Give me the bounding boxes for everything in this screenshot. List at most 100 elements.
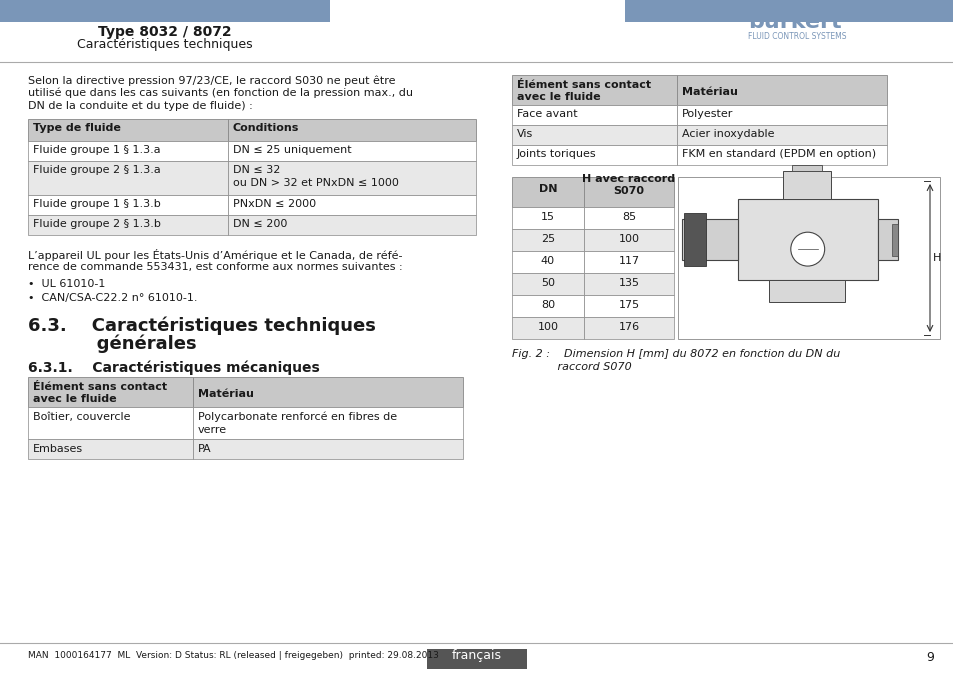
Bar: [583, 317, 673, 339]
Text: 50: 50: [540, 278, 555, 288]
Bar: [28, 161, 228, 195]
Bar: [28, 141, 228, 161]
Bar: [512, 295, 583, 317]
Text: 100: 100: [618, 234, 639, 244]
Bar: [28, 439, 193, 459]
Bar: [512, 207, 583, 229]
Text: Fluide groupe 2 § 1.3.a: Fluide groupe 2 § 1.3.a: [33, 165, 161, 175]
Text: 100: 100: [537, 322, 558, 332]
Text: 9: 9: [925, 651, 933, 664]
Text: H avec raccord
S070: H avec raccord S070: [582, 174, 675, 197]
Text: MAN  1000164177  ML  Version: D Status: RL (released | freigegeben)  printed: 29: MAN 1000164177 ML Version: D Status: RL …: [28, 651, 438, 660]
Text: Matériau: Matériau: [681, 87, 737, 97]
Text: Polyester: Polyester: [681, 109, 733, 119]
Bar: [877, 219, 897, 260]
Circle shape: [790, 232, 823, 266]
Text: •  CAN/CSA-C22.2 n° 61010-1.: • CAN/CSA-C22.2 n° 61010-1.: [28, 293, 197, 303]
Text: DN de la conduite et du type de fluide) :: DN de la conduite et du type de fluide) …: [28, 101, 253, 111]
Text: Fig. 2 :    Dimension H [mm] du 8072 en fonction du DN du: Fig. 2 : Dimension H [mm] du 8072 en fon…: [512, 349, 840, 359]
Bar: [737, 199, 877, 279]
Bar: [668, 5, 688, 10]
Bar: [228, 215, 476, 235]
Text: 15: 15: [540, 212, 555, 222]
Bar: [512, 125, 677, 145]
Text: L’appareil UL pour les États-Unis d’Amérique et le Canada, de réfé-: L’appareil UL pour les États-Unis d’Amér…: [28, 249, 402, 261]
Text: DN ≤ 25 uniquement: DN ≤ 25 uniquement: [233, 145, 352, 155]
Text: bürkert: bürkert: [747, 12, 841, 32]
Bar: [193, 377, 462, 407]
Text: Embases: Embases: [33, 444, 83, 454]
Text: Fluide groupe 1 § 1.3.a: Fluide groupe 1 § 1.3.a: [33, 145, 160, 155]
Text: H: H: [932, 253, 941, 263]
Bar: [512, 251, 583, 273]
Text: Type 8032 / 8072: Type 8032 / 8072: [98, 25, 232, 39]
Bar: [690, 5, 745, 10]
Text: PA: PA: [198, 444, 212, 454]
Text: Acier inoxydable: Acier inoxydable: [681, 129, 774, 139]
Bar: [781, 172, 831, 199]
Bar: [193, 439, 462, 459]
Bar: [193, 407, 462, 439]
Text: DN ≤ 200: DN ≤ 200: [233, 219, 287, 229]
Bar: [28, 407, 193, 439]
Text: 175: 175: [618, 300, 639, 310]
Text: Joints toriques: Joints toriques: [517, 149, 596, 159]
Text: FLUID CONTROL SYSTEMS: FLUID CONTROL SYSTEMS: [747, 32, 845, 41]
Text: Selon la directive pression 97/23/CE, le raccord S030 ne peut être: Selon la directive pression 97/23/CE, le…: [28, 75, 395, 85]
Bar: [228, 161, 476, 195]
Text: raccord S070: raccord S070: [512, 362, 631, 372]
Text: 117: 117: [618, 256, 639, 266]
Text: Face avant: Face avant: [517, 109, 577, 119]
Bar: [512, 75, 677, 105]
Bar: [659, 5, 666, 10]
Bar: [228, 195, 476, 215]
Bar: [512, 105, 677, 125]
Bar: [28, 195, 228, 215]
Bar: [681, 219, 737, 260]
Text: 6.3.1.    Caractéristiques mécaniques: 6.3.1. Caractéristiques mécaniques: [28, 361, 319, 376]
Text: Boîtier, couvercle: Boîtier, couvercle: [33, 412, 131, 422]
Text: 25: 25: [540, 234, 555, 244]
Text: générales: générales: [28, 335, 196, 353]
Bar: [512, 177, 583, 207]
Bar: [512, 317, 583, 339]
Text: Élément sans contact
avec le fluide: Élément sans contact avec le fluide: [33, 382, 167, 404]
Bar: [583, 251, 673, 273]
Text: 85: 85: [621, 212, 636, 222]
Bar: [28, 119, 228, 141]
Bar: [677, 145, 886, 165]
Bar: [583, 295, 673, 317]
Text: DN: DN: [538, 184, 557, 194]
Bar: [677, 125, 886, 145]
Text: Fluide groupe 2 § 1.3.b: Fluide groupe 2 § 1.3.b: [33, 219, 161, 229]
Text: 135: 135: [618, 278, 639, 288]
Bar: [583, 273, 673, 295]
Text: 40: 40: [540, 256, 555, 266]
Text: DN ≤ 32
ou DN > 32 et PNxDN ≤ 1000: DN ≤ 32 ou DN > 32 et PNxDN ≤ 1000: [233, 165, 398, 188]
Text: français: français: [452, 649, 501, 662]
Bar: [228, 119, 476, 141]
Text: •  UL 61010-1: • UL 61010-1: [28, 279, 105, 289]
Text: Élément sans contact
avec le fluide: Élément sans contact avec le fluide: [517, 80, 651, 102]
Bar: [891, 223, 897, 256]
Bar: [28, 377, 193, 407]
Bar: [583, 229, 673, 251]
Bar: [583, 207, 673, 229]
Bar: [427, 649, 526, 669]
Text: Vis: Vis: [517, 129, 533, 139]
Bar: [512, 229, 583, 251]
Text: Conditions: Conditions: [233, 123, 299, 133]
Bar: [683, 213, 705, 266]
Bar: [678, 177, 939, 339]
Bar: [768, 279, 844, 302]
Text: FKM en standard (EPDM en option): FKM en standard (EPDM en option): [681, 149, 875, 159]
Text: Matériau: Matériau: [198, 389, 253, 399]
Text: 176: 176: [618, 322, 639, 332]
Text: rence de commande 553431, est conforme aux normes suivantes :: rence de commande 553431, est conforme a…: [28, 262, 402, 272]
Bar: [512, 273, 583, 295]
Bar: [228, 141, 476, 161]
Text: 6.3.    Caractéristiques techniques: 6.3. Caractéristiques techniques: [28, 317, 375, 336]
Text: Polycarbonate renforcé en fibres de
verre: Polycarbonate renforcé en fibres de verr…: [198, 412, 396, 435]
Bar: [28, 215, 228, 235]
Bar: [677, 105, 886, 125]
